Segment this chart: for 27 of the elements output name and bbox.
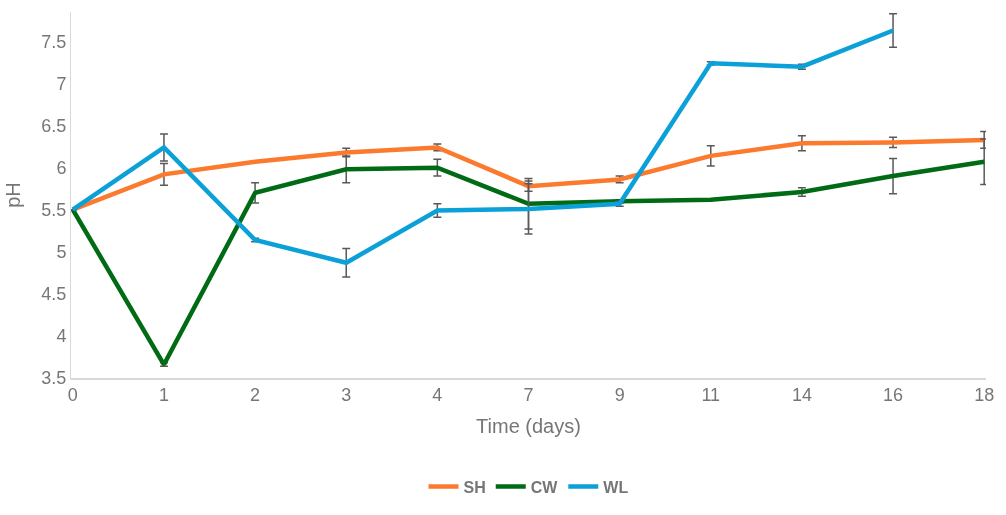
x-tick-label: 9 [614,385,625,406]
x-tick-label: 4 [432,385,443,406]
x-tick-label: 16 [883,385,904,406]
x-axis-title: Time (days) [476,415,581,438]
x-tick-label: 18 [974,385,995,406]
y-tick-label: 5.5 [41,200,67,221]
y-tick-label: 6 [56,157,67,178]
line-series [71,28,896,265]
x-tick-label: 0 [67,385,78,406]
y-tick-label: 6.5 [41,115,67,136]
x-tick-label: 7 [523,385,534,406]
x-tick-label: 1 [158,385,169,406]
y-tick-label: 4.5 [41,284,67,305]
y-tick-label: 7 [56,73,67,94]
y-axis-title: pH [1,182,24,208]
legend-label: CW [530,478,559,496]
y-tick-label: 7.5 [41,31,67,52]
x-tick-label: 2 [250,385,261,406]
legend-label: WL [603,478,629,496]
x-tick-label: 11 [701,385,721,406]
legend-label: SH [463,478,486,496]
y-tick-label: 4 [56,326,67,347]
x-tick-label: 3 [341,385,352,406]
y-tick-label: 3.5 [41,368,67,389]
y-tick-label: 5 [56,242,67,263]
line-series [71,159,986,367]
x-tick-label: 14 [791,385,812,406]
